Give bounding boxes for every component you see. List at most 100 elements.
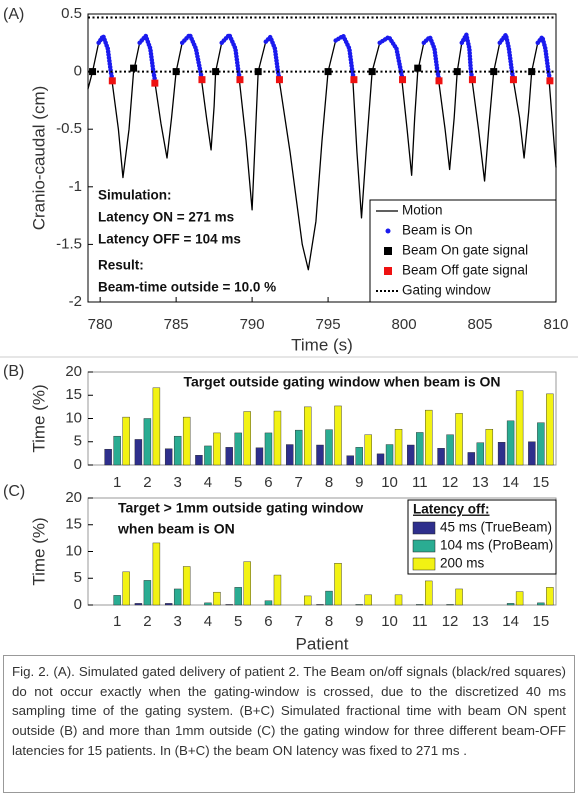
bar	[515, 390, 524, 466]
bar	[113, 595, 121, 606]
bar	[273, 574, 282, 606]
bar	[134, 439, 143, 466]
gate-signal	[468, 76, 476, 84]
gate-signal	[254, 68, 262, 76]
x-tick-label: 13	[472, 613, 489, 630]
bar	[446, 434, 454, 466]
y-tick-label: 0.5	[61, 5, 82, 22]
bar	[286, 444, 294, 466]
x-tick-label: 13	[472, 474, 489, 491]
bar	[234, 587, 242, 606]
gate-signal	[198, 76, 206, 84]
legend-symbol	[384, 247, 392, 255]
bar	[173, 588, 182, 606]
legend-label: Gating window	[402, 283, 491, 298]
bar	[455, 588, 463, 606]
y-tick-label: 5	[74, 569, 82, 586]
beam-on-dots	[96, 32, 553, 82]
bar	[334, 563, 342, 606]
x-tick-label: 15	[533, 474, 550, 491]
x-tick-label: 11	[412, 474, 428, 491]
bar	[394, 428, 403, 466]
bar	[182, 566, 191, 606]
gate-signal	[236, 76, 244, 84]
bar	[255, 447, 264, 466]
x-tick-label: 4	[204, 613, 212, 630]
bar	[195, 455, 203, 466]
bar	[455, 413, 463, 466]
bar	[152, 387, 161, 466]
x-tick-label: 9	[355, 613, 363, 630]
bar	[394, 594, 403, 606]
bar	[143, 418, 152, 466]
legend-label: Beam is On	[402, 223, 473, 238]
y-tick-label: 20	[65, 489, 82, 506]
y-tick-label: 0	[74, 63, 82, 80]
bar	[316, 604, 324, 606]
panel-title: Target > 1mm outside gating window	[118, 500, 363, 516]
bar	[528, 441, 536, 466]
x-tick-label: 3	[173, 613, 181, 630]
bar	[506, 603, 515, 606]
bar	[104, 448, 112, 466]
x-tick-label: 1	[113, 474, 121, 491]
gate-signal	[108, 77, 116, 85]
y-tick-label: -2	[69, 293, 82, 310]
y-axis-label: Time (%)	[29, 517, 48, 585]
x-tick-label: 6	[264, 613, 272, 630]
panel-label: (B)	[3, 363, 24, 380]
x-tick-label: 8	[325, 474, 333, 491]
gate-signal	[172, 68, 180, 76]
bar	[364, 434, 372, 466]
x-tick-label: 795	[316, 316, 341, 333]
bar	[113, 435, 121, 466]
x-tick-label: 800	[392, 316, 417, 333]
figure: 0.5 0 -0.5 -1 -1.5 -2 Cranio-caudal (cm) Time (…	[0, 5, 578, 652]
x-tick-label: 2	[143, 613, 151, 630]
legend-label: Motion	[402, 203, 443, 218]
bar	[364, 594, 372, 606]
bar	[143, 580, 152, 606]
bar	[225, 604, 233, 606]
bar	[204, 602, 212, 606]
legend-symbol	[385, 228, 391, 234]
x-axis-label: Time (s)	[291, 335, 353, 354]
bar	[173, 435, 182, 466]
bar	[204, 445, 212, 466]
gate-signal	[399, 76, 407, 84]
y-tick-label: 15	[65, 386, 82, 403]
gate-signal	[350, 76, 358, 84]
legend-label: Beam On gate signal	[402, 243, 528, 258]
y-tick-label: 15	[65, 516, 82, 533]
panel-title: Target outside gating window when beam i…	[183, 374, 500, 390]
bar	[425, 580, 433, 606]
bar	[407, 444, 415, 466]
x-tick-label: 8	[325, 613, 333, 630]
legend-symbol	[412, 521, 436, 535]
gate-signal	[435, 77, 443, 85]
annotation: Simulation:	[98, 188, 172, 203]
plot-frame	[87, 13, 557, 303]
x-tick-label: 9	[355, 474, 363, 491]
bar	[467, 452, 476, 466]
x-tick-label: 790	[240, 316, 265, 333]
bar	[182, 416, 191, 466]
x-tick-label: 3	[173, 474, 181, 491]
y-tick-label: 0	[74, 456, 82, 473]
y-axis-label: Cranio-caudal (cm)	[29, 86, 48, 231]
gate-signal	[509, 76, 517, 84]
bar	[164, 603, 173, 606]
x-tick-label: 810	[543, 316, 568, 333]
bar	[376, 453, 385, 466]
legend-label: 45 ms (TrueBeam)	[440, 520, 552, 535]
bar	[152, 542, 161, 606]
bar	[355, 604, 363, 606]
legend-label: Beam Off gate signal	[402, 263, 528, 278]
bar	[122, 416, 130, 466]
bar	[515, 591, 524, 606]
y-axis-label: Time (%)	[29, 384, 48, 452]
y-tick-label: 0	[74, 596, 82, 613]
bar	[446, 604, 454, 606]
panel-label: (A)	[3, 6, 24, 23]
